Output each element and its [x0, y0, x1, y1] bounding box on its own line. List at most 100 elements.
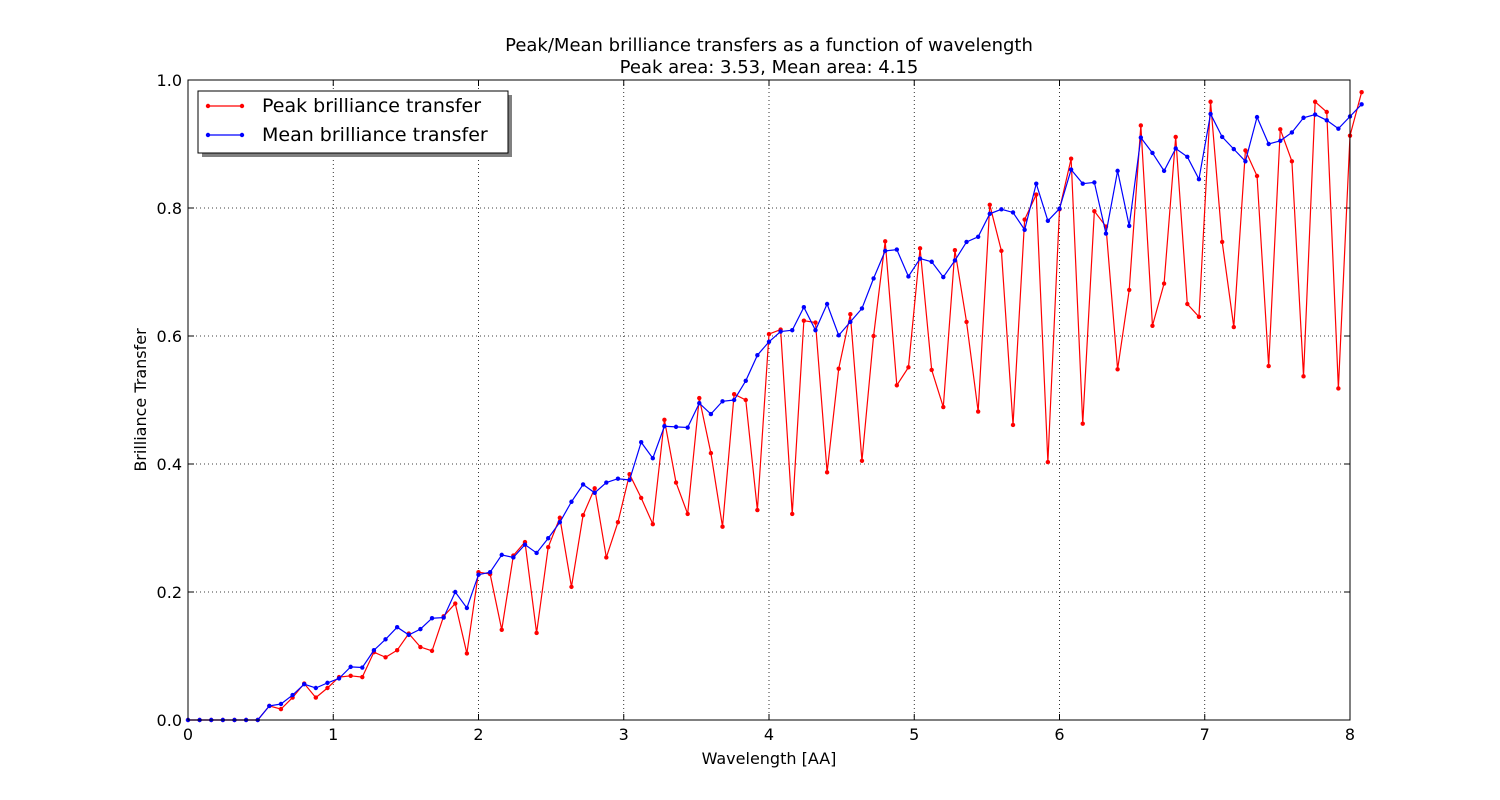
legend-entry: Peak brilliance transfer: [205, 95, 481, 117]
data-point: [673, 480, 679, 485]
data-point: [453, 601, 458, 606]
data-point: [778, 329, 783, 334]
data-point: [720, 524, 725, 529]
legend-label: Mean brilliance transfer: [262, 124, 488, 146]
data-point: [313, 695, 319, 700]
data-point: [383, 655, 388, 660]
chart-subtitle: Peak area: 3.53, Mean area: 4.15: [620, 57, 919, 78]
data-point: [836, 366, 841, 371]
y-tick-label: 0.4: [157, 455, 182, 474]
data-point: [1161, 281, 1167, 286]
y-tick-label: 0.2: [157, 583, 182, 602]
x-tick-label: 1: [328, 725, 338, 744]
data-point: [371, 648, 377, 653]
data-point: [871, 276, 876, 281]
data-point: [1115, 168, 1120, 174]
data-point: [615, 520, 621, 525]
data-point: [1196, 177, 1202, 182]
chart-title: Peak/Mean brilliance transfers as a func…: [505, 35, 1033, 56]
data-point: [394, 648, 400, 653]
data-point: [987, 211, 992, 216]
data-point: [1092, 209, 1097, 214]
data-point: [569, 584, 574, 590]
data-point: [1010, 210, 1016, 215]
data-point: [801, 305, 807, 310]
data-point: [604, 480, 609, 485]
data-point: [1359, 102, 1364, 107]
data-point: [615, 476, 621, 481]
data-point: [1127, 287, 1132, 293]
data-point: [1254, 114, 1260, 120]
data-point: [464, 605, 470, 611]
data-point: [801, 318, 807, 323]
data-point: [627, 477, 632, 483]
data-point: [1243, 148, 1248, 153]
data-point: [987, 202, 992, 207]
data-point: [755, 507, 760, 513]
data-point: [1231, 146, 1237, 152]
data-point: [731, 392, 737, 397]
data-point: [429, 648, 435, 654]
x-tick-label: 4: [764, 725, 774, 744]
data-point: [1068, 167, 1074, 172]
data-point: [557, 520, 563, 525]
legend: Peak brilliance transfer Mean brilliance …: [197, 90, 512, 157]
legend-marker: [205, 132, 211, 138]
data-point: [1208, 99, 1213, 104]
data-point: [1336, 386, 1341, 391]
y-tick-label: 0.6: [157, 327, 182, 346]
data-point: [1266, 141, 1271, 147]
x-tick-label: 2: [473, 725, 483, 744]
data-point: [952, 258, 958, 263]
data-point: [546, 536, 551, 541]
data-point: [499, 627, 504, 632]
data-point: [824, 470, 830, 475]
data-point: [964, 319, 969, 325]
data-point: [580, 513, 586, 518]
y-tick-label: 0.0: [157, 711, 182, 730]
data-point: [813, 320, 818, 325]
tick-labels: 0 1 2 3 4 5 6 7 8 0.0 0.2 0.4 0.6 0.8 1.0: [157, 71, 1356, 744]
data-point: [511, 555, 516, 560]
data-point: [685, 425, 690, 430]
data-point: [1289, 159, 1295, 164]
data-point: [348, 673, 353, 679]
data-point: [1219, 134, 1225, 140]
legend-marker: [239, 132, 245, 138]
data-point: [1324, 109, 1329, 115]
x-tick-label: 5: [909, 725, 919, 744]
data-point: [731, 397, 737, 403]
data-point: [1173, 146, 1178, 151]
data-point: [790, 328, 795, 333]
x-tick-label: 3: [619, 725, 629, 744]
data-point: [662, 417, 667, 423]
data-point: [871, 333, 876, 339]
data-point: [1057, 206, 1062, 211]
data-point: [859, 306, 865, 311]
data-point: [336, 676, 342, 681]
data-point: [313, 685, 319, 691]
data-point: [964, 239, 969, 245]
data-point: [360, 674, 365, 680]
data-point: [883, 239, 888, 244]
x-tick-label: 8: [1345, 725, 1355, 744]
data-point: [1022, 217, 1027, 222]
data-point: [1045, 459, 1051, 465]
data-point: [1219, 239, 1225, 245]
data-point: [290, 692, 295, 698]
y-tick-label: 0.8: [157, 199, 182, 218]
data-point: [1150, 323, 1155, 328]
data-point: [1359, 89, 1364, 95]
data-point: [1138, 135, 1144, 140]
data-point: [917, 246, 923, 251]
data-point: [1034, 192, 1039, 197]
legend-marker: [239, 103, 245, 109]
data-point: [1289, 130, 1295, 135]
data-point: [592, 486, 597, 491]
data-point: [906, 365, 911, 370]
legend-entries: Peak brilliance transfer Mean brilliance …: [205, 95, 488, 146]
data-point: [1034, 181, 1039, 186]
data-point: [592, 490, 597, 495]
data-point: [267, 703, 272, 709]
data-point: [1161, 168, 1167, 174]
